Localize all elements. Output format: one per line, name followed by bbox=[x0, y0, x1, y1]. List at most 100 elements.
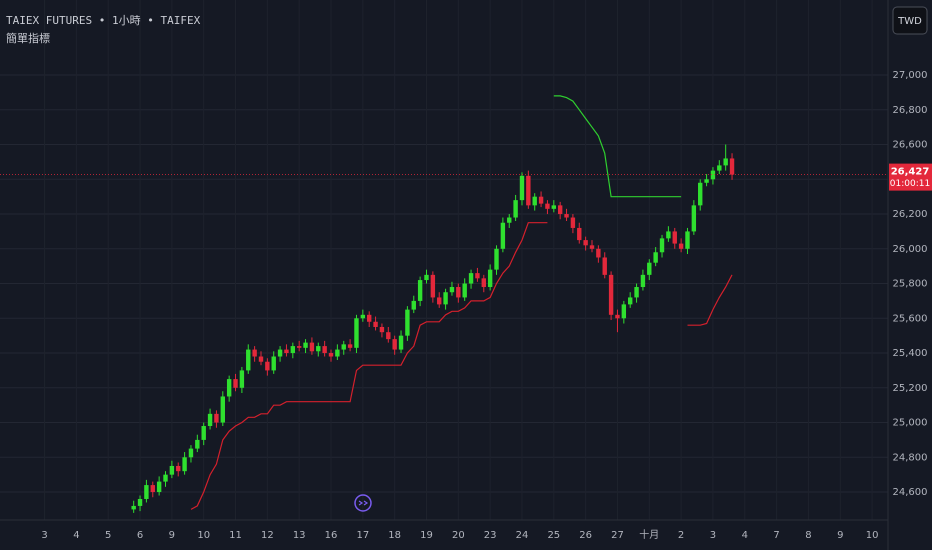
candle-body bbox=[309, 342, 315, 352]
candle-body bbox=[456, 287, 461, 298]
y-tick-label: 25,800 bbox=[893, 279, 928, 290]
x-tick-label: 13 bbox=[293, 530, 306, 541]
currency-label[interactable]: TWD bbox=[897, 16, 922, 27]
x-tick-label: 9 bbox=[169, 530, 175, 541]
y-tick-label: 25,200 bbox=[893, 383, 928, 394]
y-tick-label: 27,000 bbox=[893, 70, 928, 81]
x-tick-label: 25 bbox=[547, 530, 560, 541]
candle-body bbox=[322, 346, 327, 354]
candle-body bbox=[290, 346, 296, 354]
candle-body bbox=[246, 349, 251, 371]
x-tick-label: 十月 bbox=[639, 528, 659, 541]
candle-body bbox=[411, 300, 416, 310]
candle-body bbox=[564, 214, 569, 218]
candle-body bbox=[303, 342, 308, 348]
candle-body bbox=[207, 413, 213, 427]
candle-body bbox=[386, 332, 391, 340]
x-tick-label: 8 bbox=[805, 530, 811, 541]
last-price-badge bbox=[889, 163, 932, 191]
x-tick-label: 23 bbox=[484, 530, 497, 541]
candle-body bbox=[379, 326, 385, 333]
candle-body bbox=[437, 297, 442, 305]
candle-body bbox=[691, 205, 697, 232]
x-tick-label: 3 bbox=[710, 530, 716, 541]
candle-body bbox=[354, 318, 359, 348]
candle-body bbox=[195, 439, 200, 449]
x-tick-label: 27 bbox=[611, 530, 624, 541]
candle-body bbox=[602, 257, 607, 275]
candle-body bbox=[589, 245, 595, 249]
candle-body bbox=[487, 269, 493, 288]
y-tick-label: 26,600 bbox=[893, 140, 928, 151]
x-tick-label: 18 bbox=[388, 530, 401, 541]
candle-body bbox=[494, 248, 499, 270]
x-tick-label: 19 bbox=[420, 530, 433, 541]
candle-body bbox=[417, 280, 423, 301]
candle-body bbox=[239, 370, 245, 388]
candle-body bbox=[507, 217, 512, 223]
x-tick-label: 26 bbox=[579, 530, 592, 541]
y-tick-label: 25,600 bbox=[893, 313, 928, 324]
y-tick-label: 24,800 bbox=[893, 452, 928, 463]
candle-body bbox=[526, 175, 531, 206]
x-tick-label: 10 bbox=[197, 530, 210, 541]
candle-body bbox=[430, 274, 436, 298]
last-price-label: 26,427 bbox=[891, 167, 930, 178]
x-tick-label: 3 bbox=[41, 530, 47, 541]
indicator-name: 簡單指標 bbox=[6, 31, 50, 45]
candle-body bbox=[163, 474, 168, 482]
candle-body bbox=[577, 227, 582, 241]
candle-body bbox=[500, 222, 506, 249]
candle-body bbox=[608, 274, 614, 315]
candle-body bbox=[659, 238, 665, 253]
candle-body bbox=[316, 346, 321, 352]
candle-body bbox=[666, 231, 671, 239]
y-tick-label: 25,400 bbox=[893, 348, 928, 359]
candle-body bbox=[424, 274, 429, 281]
candle-body bbox=[557, 205, 563, 215]
x-tick-label: 12 bbox=[261, 530, 274, 541]
candle-body bbox=[214, 413, 219, 423]
candle-body bbox=[704, 179, 709, 183]
candle-body bbox=[583, 240, 588, 246]
candle-body bbox=[647, 262, 652, 275]
candle-body bbox=[188, 448, 194, 458]
candle-body bbox=[723, 158, 728, 166]
candle-body bbox=[201, 426, 206, 440]
candle-body bbox=[545, 203, 550, 209]
replay-icon[interactable] bbox=[354, 494, 372, 512]
candle-body bbox=[360, 314, 366, 319]
x-tick-label: 9 bbox=[837, 530, 843, 541]
candle-body bbox=[640, 274, 646, 288]
candle-body bbox=[481, 278, 486, 288]
candle-body bbox=[169, 465, 175, 475]
y-tick-label: 26,000 bbox=[893, 244, 928, 255]
candle-body bbox=[392, 339, 397, 350]
x-tick-label: 4 bbox=[73, 530, 79, 541]
currency-button[interactable] bbox=[892, 6, 928, 35]
candle-body bbox=[284, 349, 289, 354]
candle-body bbox=[596, 248, 601, 258]
candle-body bbox=[150, 485, 155, 493]
candle-body bbox=[277, 349, 283, 357]
candle-body bbox=[570, 217, 576, 228]
candle-body bbox=[226, 379, 232, 397]
y-tick-label: 24,600 bbox=[893, 487, 928, 498]
x-tick-label: 17 bbox=[356, 530, 369, 541]
x-tick-label: 10 bbox=[866, 530, 879, 541]
candle-body bbox=[462, 283, 467, 298]
x-tick-label: 16 bbox=[325, 530, 338, 541]
x-tick-label: 5 bbox=[105, 530, 111, 541]
indicator-line bbox=[553, 95, 682, 198]
candle-body bbox=[634, 287, 639, 298]
candle-body bbox=[513, 200, 518, 218]
y-tick-label: 26,800 bbox=[893, 105, 928, 116]
candle-body bbox=[653, 252, 658, 263]
candle-body bbox=[373, 321, 378, 327]
candle-body bbox=[685, 231, 690, 249]
candle-body bbox=[347, 344, 353, 348]
candle-body bbox=[698, 182, 703, 206]
candle-body bbox=[335, 349, 340, 357]
candle-body bbox=[532, 196, 537, 206]
